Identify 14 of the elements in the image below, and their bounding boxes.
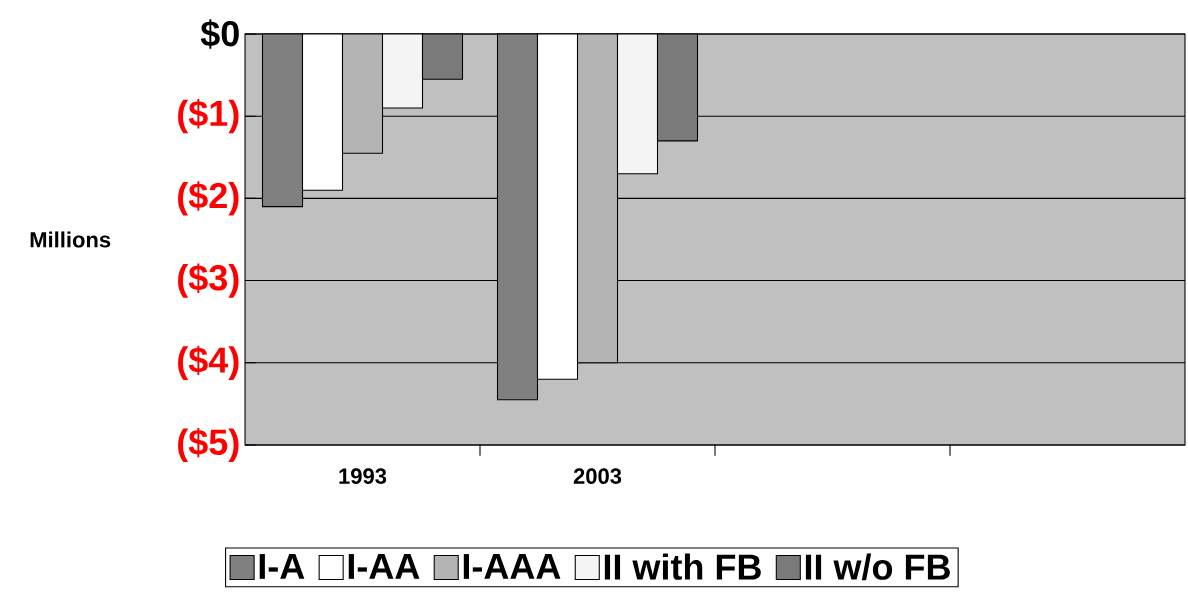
y-tick-label: ($1) (178, 99, 239, 134)
x-tick-label: 1993 (339, 468, 387, 484)
y-tick-label: ($2) (178, 181, 239, 216)
y-tick-label: ($4) (178, 345, 239, 380)
legend-label: I-A (259, 554, 305, 579)
y-tick-label: ($3) (178, 263, 239, 298)
y-axis-title: Millions (30, 231, 111, 248)
x-tick-label: 2003 (573, 468, 622, 484)
y-tick-label: $0 (200, 19, 239, 49)
legend-label: I-AAA (463, 554, 561, 579)
legend-label: II with FB (604, 553, 761, 580)
legend-label: II w/o FB (805, 553, 950, 581)
y-tick-label: ($5) (178, 427, 239, 463)
legend-label: I-AA (348, 554, 420, 579)
